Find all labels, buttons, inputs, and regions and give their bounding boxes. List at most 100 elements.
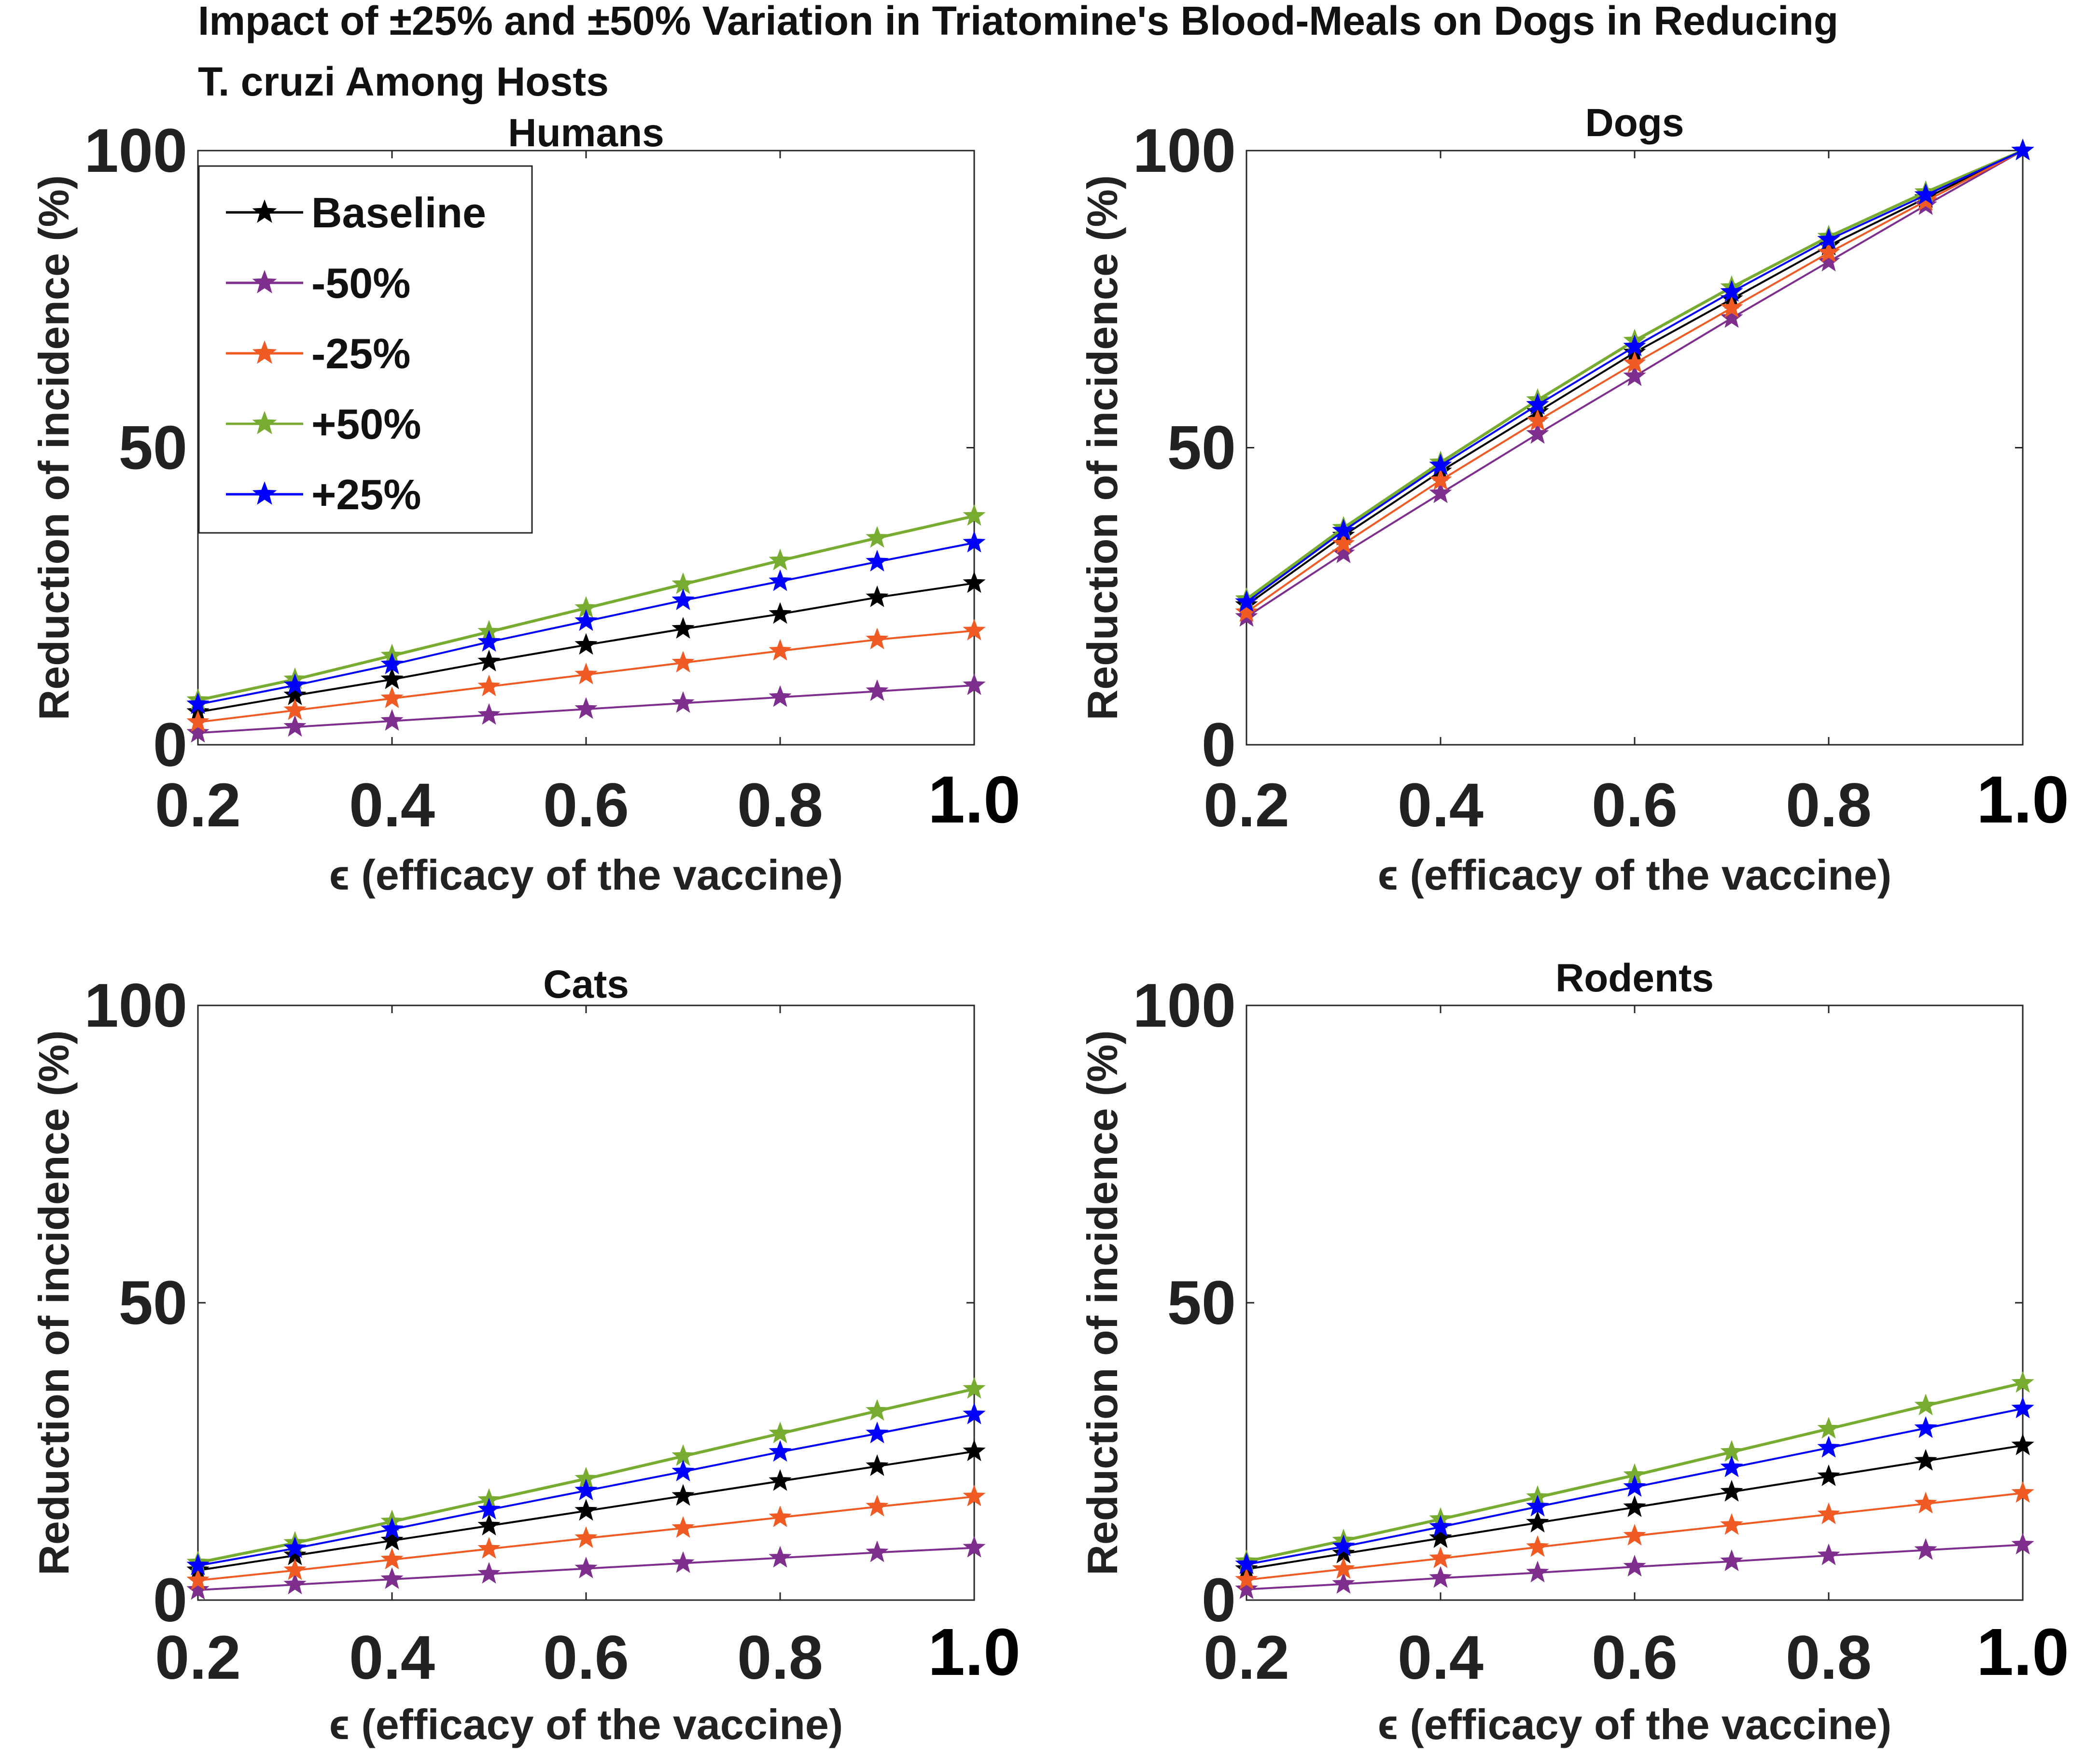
data-point	[1429, 1566, 1452, 1588]
data-point	[866, 585, 889, 607]
legend-marker	[252, 411, 277, 434]
data-point	[1235, 1577, 1258, 1599]
series-minus25pct	[186, 1484, 986, 1590]
data-point	[574, 1556, 598, 1578]
x-tick-label: 0.8	[1786, 1623, 1872, 1692]
data-point	[1720, 1455, 1743, 1477]
data-point	[2011, 1533, 2034, 1555]
data-point	[769, 569, 792, 591]
chart-panel-rodents: Rodents 0 50 100 0.2 0.4 0.6 0.8 1.0 ϵ (efficacy …	[1078, 956, 2069, 1748]
data-point	[1817, 1502, 1840, 1524]
legend: Baseline -50% -25% +50% +25%	[198, 165, 533, 534]
data-point	[380, 1517, 404, 1539]
figure-title-line2: T. cruzi Among Hosts	[198, 59, 609, 104]
y-tick-label: 0	[153, 711, 187, 780]
legend-marker	[252, 270, 277, 293]
data-point	[1623, 334, 1646, 357]
data-point	[672, 691, 695, 713]
data-point	[672, 1460, 695, 1482]
x-tick-label: 0.4	[1398, 771, 1484, 840]
data-point	[672, 651, 695, 673]
panel-title: Dogs	[1585, 101, 1684, 145]
x-axis-label: ϵ (efficacy of the vaccine)	[329, 1700, 843, 1748]
y-tick-label: 100	[84, 116, 187, 185]
data-point	[283, 673, 307, 696]
data-point	[477, 703, 501, 725]
data-point	[1720, 280, 1743, 302]
data-point	[1623, 1495, 1646, 1517]
data-point	[963, 571, 986, 593]
y-tick-label: 50	[1167, 414, 1236, 483]
data-point	[574, 662, 598, 684]
series-plus25pct	[186, 1402, 986, 1575]
data-point	[186, 1578, 210, 1600]
y-tick-label: 100	[1133, 971, 1236, 1040]
y-tick-label: 100	[84, 971, 187, 1040]
data-point	[477, 1537, 501, 1559]
legend-marker	[252, 481, 277, 505]
data-point	[283, 698, 307, 720]
series-plus25pct	[1235, 1396, 2034, 1575]
data-point	[1914, 1449, 1937, 1471]
data-point	[963, 673, 986, 696]
data-point	[1429, 1546, 1452, 1568]
panel-title: Cats	[543, 962, 629, 1006]
data-point	[1526, 1494, 1549, 1517]
data-point	[1526, 422, 1549, 444]
data-point	[1817, 1464, 1840, 1486]
data-point	[866, 1540, 889, 1562]
series-minus50pct	[186, 1535, 986, 1600]
data-point	[1332, 532, 1355, 554]
data-point	[1623, 1555, 1646, 1577]
data-point	[380, 1528, 404, 1550]
x-tick-label: 0.4	[349, 1623, 435, 1692]
data-point	[2011, 1371, 2034, 1393]
data-point	[1914, 1416, 1937, 1438]
data-point	[963, 1439, 986, 1462]
x-axis-label: ϵ (efficacy of the vaccine)	[1378, 1700, 1891, 1748]
data-point	[1914, 183, 1937, 205]
legend-label: Baseline	[311, 189, 486, 237]
chart-panel-dogs: Dogs 0 50 100 0.2 0.4 0.6 0.8 1.0 ϵ (efficacy of …	[1078, 101, 2069, 899]
data-point	[2011, 1481, 2034, 1503]
legend-item-minus25pct: -25%	[226, 330, 410, 377]
data-point	[1720, 1479, 1743, 1502]
data-point	[574, 697, 598, 719]
data-point	[672, 1551, 695, 1573]
data-point	[380, 652, 404, 674]
data-point	[1817, 250, 1840, 272]
data-point	[866, 1422, 889, 1444]
data-point	[1526, 1561, 1549, 1583]
data-point	[1623, 351, 1646, 373]
series-minus50pct	[186, 673, 986, 743]
data-point	[1526, 1510, 1549, 1533]
x-axis-label: ϵ (efficacy of the vaccine)	[1378, 851, 1891, 899]
data-point	[866, 679, 889, 701]
legend-item-baseline: Baseline	[226, 189, 486, 237]
series-minus25pct	[186, 618, 986, 732]
x-tick-label: 1.0	[1976, 763, 2069, 837]
data-point	[1526, 409, 1549, 431]
data-point	[186, 721, 210, 743]
data-point	[1720, 306, 1743, 328]
data-point	[1429, 468, 1452, 490]
data-point	[1332, 518, 1355, 541]
data-point	[283, 715, 307, 737]
data-point	[380, 686, 404, 709]
legend-label: +25%	[311, 471, 421, 518]
data-point	[186, 1553, 210, 1575]
chart-panels: Humans 0 50 100 0.2 0.4 0.6 0.8 1.0 ϵ (efficacy o…	[30, 101, 2069, 1748]
data-point	[1235, 1568, 1258, 1590]
data-point	[1429, 481, 1452, 503]
data-point	[1817, 227, 1840, 250]
chart-panel-humans: Humans 0 50 100 0.2 0.4 0.6 0.8 1.0 ϵ (efficacy o…	[30, 111, 1021, 899]
data-point	[866, 1399, 889, 1421]
data-point	[866, 1454, 889, 1476]
series-minus25pct	[1235, 1481, 2034, 1590]
x-tick-label: 0.8	[1786, 771, 1872, 840]
data-point	[866, 526, 889, 548]
chart-panel-cats: Cats 0 50 100 0.2 0.4 0.6 0.8 1.0 ϵ (efficacy of …	[30, 962, 1021, 1748]
x-tick-label: 0.6	[1592, 771, 1678, 840]
data-point	[1623, 364, 1646, 386]
